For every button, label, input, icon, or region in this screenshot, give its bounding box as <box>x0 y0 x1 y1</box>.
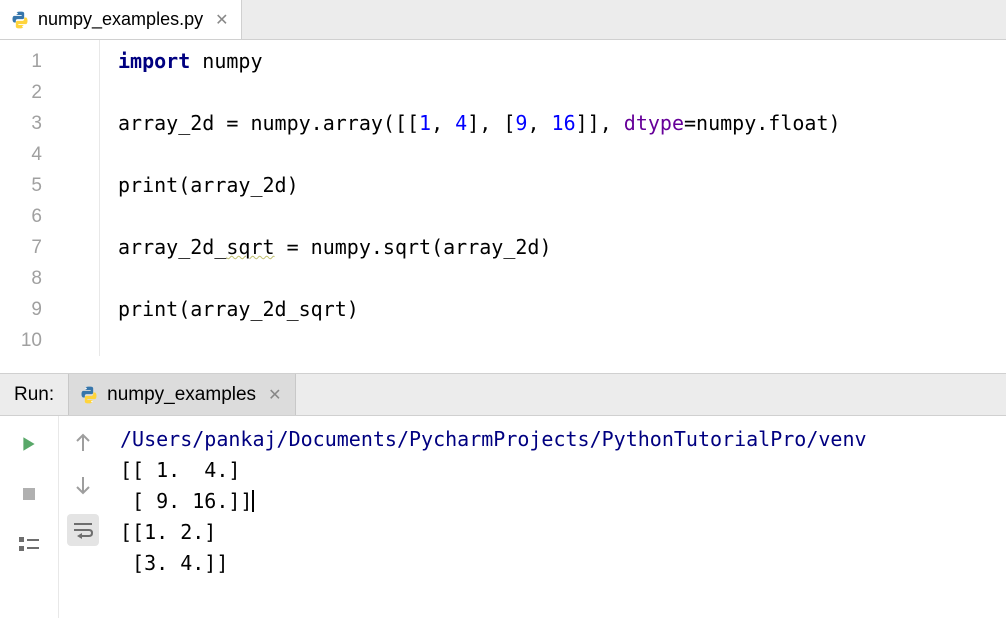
code-text: print <box>118 297 178 321</box>
code-text: numpy <box>190 49 262 73</box>
code-text: ]], <box>576 111 624 135</box>
console-area: /Users/pankaj/Documents/PycharmProjects/… <box>0 416 1006 618</box>
code-text: (array_2d_sqrt) <box>178 297 359 321</box>
line-number: 7 <box>0 232 42 263</box>
code-editor[interactable]: import numpy array_2d = numpy.array([[1,… <box>100 40 1006 356</box>
code-text: array_2d = numpy.array([[ <box>118 111 419 135</box>
console-output[interactable]: /Users/pankaj/Documents/PycharmProjects/… <box>106 416 1006 618</box>
code-number: 16 <box>552 111 576 135</box>
stop-button[interactable] <box>13 478 45 510</box>
code-text: , <box>431 111 455 135</box>
code-warning-text: sqrt <box>226 235 274 259</box>
line-number-gutter: 1 2 3 4 5 6 7 8 9 10 <box>0 40 60 356</box>
line-number: 9 <box>0 294 42 325</box>
run-label: Run: <box>0 374 68 415</box>
gutter-separator <box>60 40 100 356</box>
console-left-toolbar <box>0 416 58 618</box>
line-number: 5 <box>0 170 42 201</box>
scroll-down-button[interactable] <box>67 470 99 502</box>
soft-wrap-button[interactable] <box>67 514 99 546</box>
editor-spacer <box>0 356 1006 374</box>
close-tab-icon[interactable]: ✕ <box>215 10 228 30</box>
code-text: = numpy.sqrt(array_2d) <box>275 235 552 259</box>
editor-area: 1 2 3 4 5 6 7 8 9 10 import numpy array_… <box>0 40 1006 356</box>
line-number: 6 <box>0 201 42 232</box>
run-config-tab[interactable]: numpy_examples ✕ <box>68 374 296 415</box>
line-number: 2 <box>0 77 42 108</box>
console-path: /Users/pankaj/Documents/PycharmProjects/… <box>120 427 867 451</box>
line-number: 10 <box>0 325 42 356</box>
line-number: 1 <box>0 46 42 77</box>
code-text: ], [ <box>467 111 515 135</box>
python-file-icon <box>10 10 30 30</box>
code-keyword: import <box>118 49 190 73</box>
code-number: 1 <box>419 111 431 135</box>
code-number: 9 <box>515 111 527 135</box>
python-icon <box>79 385 99 405</box>
text-cursor <box>252 490 254 512</box>
layout-button[interactable] <box>13 528 45 560</box>
rerun-button[interactable] <box>13 428 45 460</box>
code-kwarg: dtype <box>624 111 684 135</box>
console-line: [3. 4.]] <box>120 551 228 575</box>
editor-tab-filename: numpy_examples.py <box>38 9 203 30</box>
scroll-up-button[interactable] <box>67 426 99 458</box>
run-tab-name: numpy_examples <box>107 384 256 406</box>
console-line: [ 9. 16.]] <box>120 489 252 513</box>
code-text: , <box>527 111 551 135</box>
line-number: 4 <box>0 139 42 170</box>
line-number: 8 <box>0 263 42 294</box>
console-line: [[1. 2.] <box>120 520 216 544</box>
run-toolbar: Run: numpy_examples ✕ <box>0 374 1006 416</box>
editor-tab[interactable]: numpy_examples.py ✕ <box>0 0 242 39</box>
code-number: 4 <box>455 111 467 135</box>
code-text: print <box>118 173 178 197</box>
console-mid-toolbar <box>58 416 106 618</box>
code-text: =numpy.float) <box>684 111 841 135</box>
line-number: 3 <box>0 108 42 139</box>
code-text: array_2d_ <box>118 235 226 259</box>
close-run-tab-icon[interactable]: ✕ <box>268 385 281 405</box>
editor-tab-bar: numpy_examples.py ✕ <box>0 0 1006 40</box>
code-text: (array_2d) <box>178 173 298 197</box>
console-line: [[ 1. 4.] <box>120 458 240 482</box>
